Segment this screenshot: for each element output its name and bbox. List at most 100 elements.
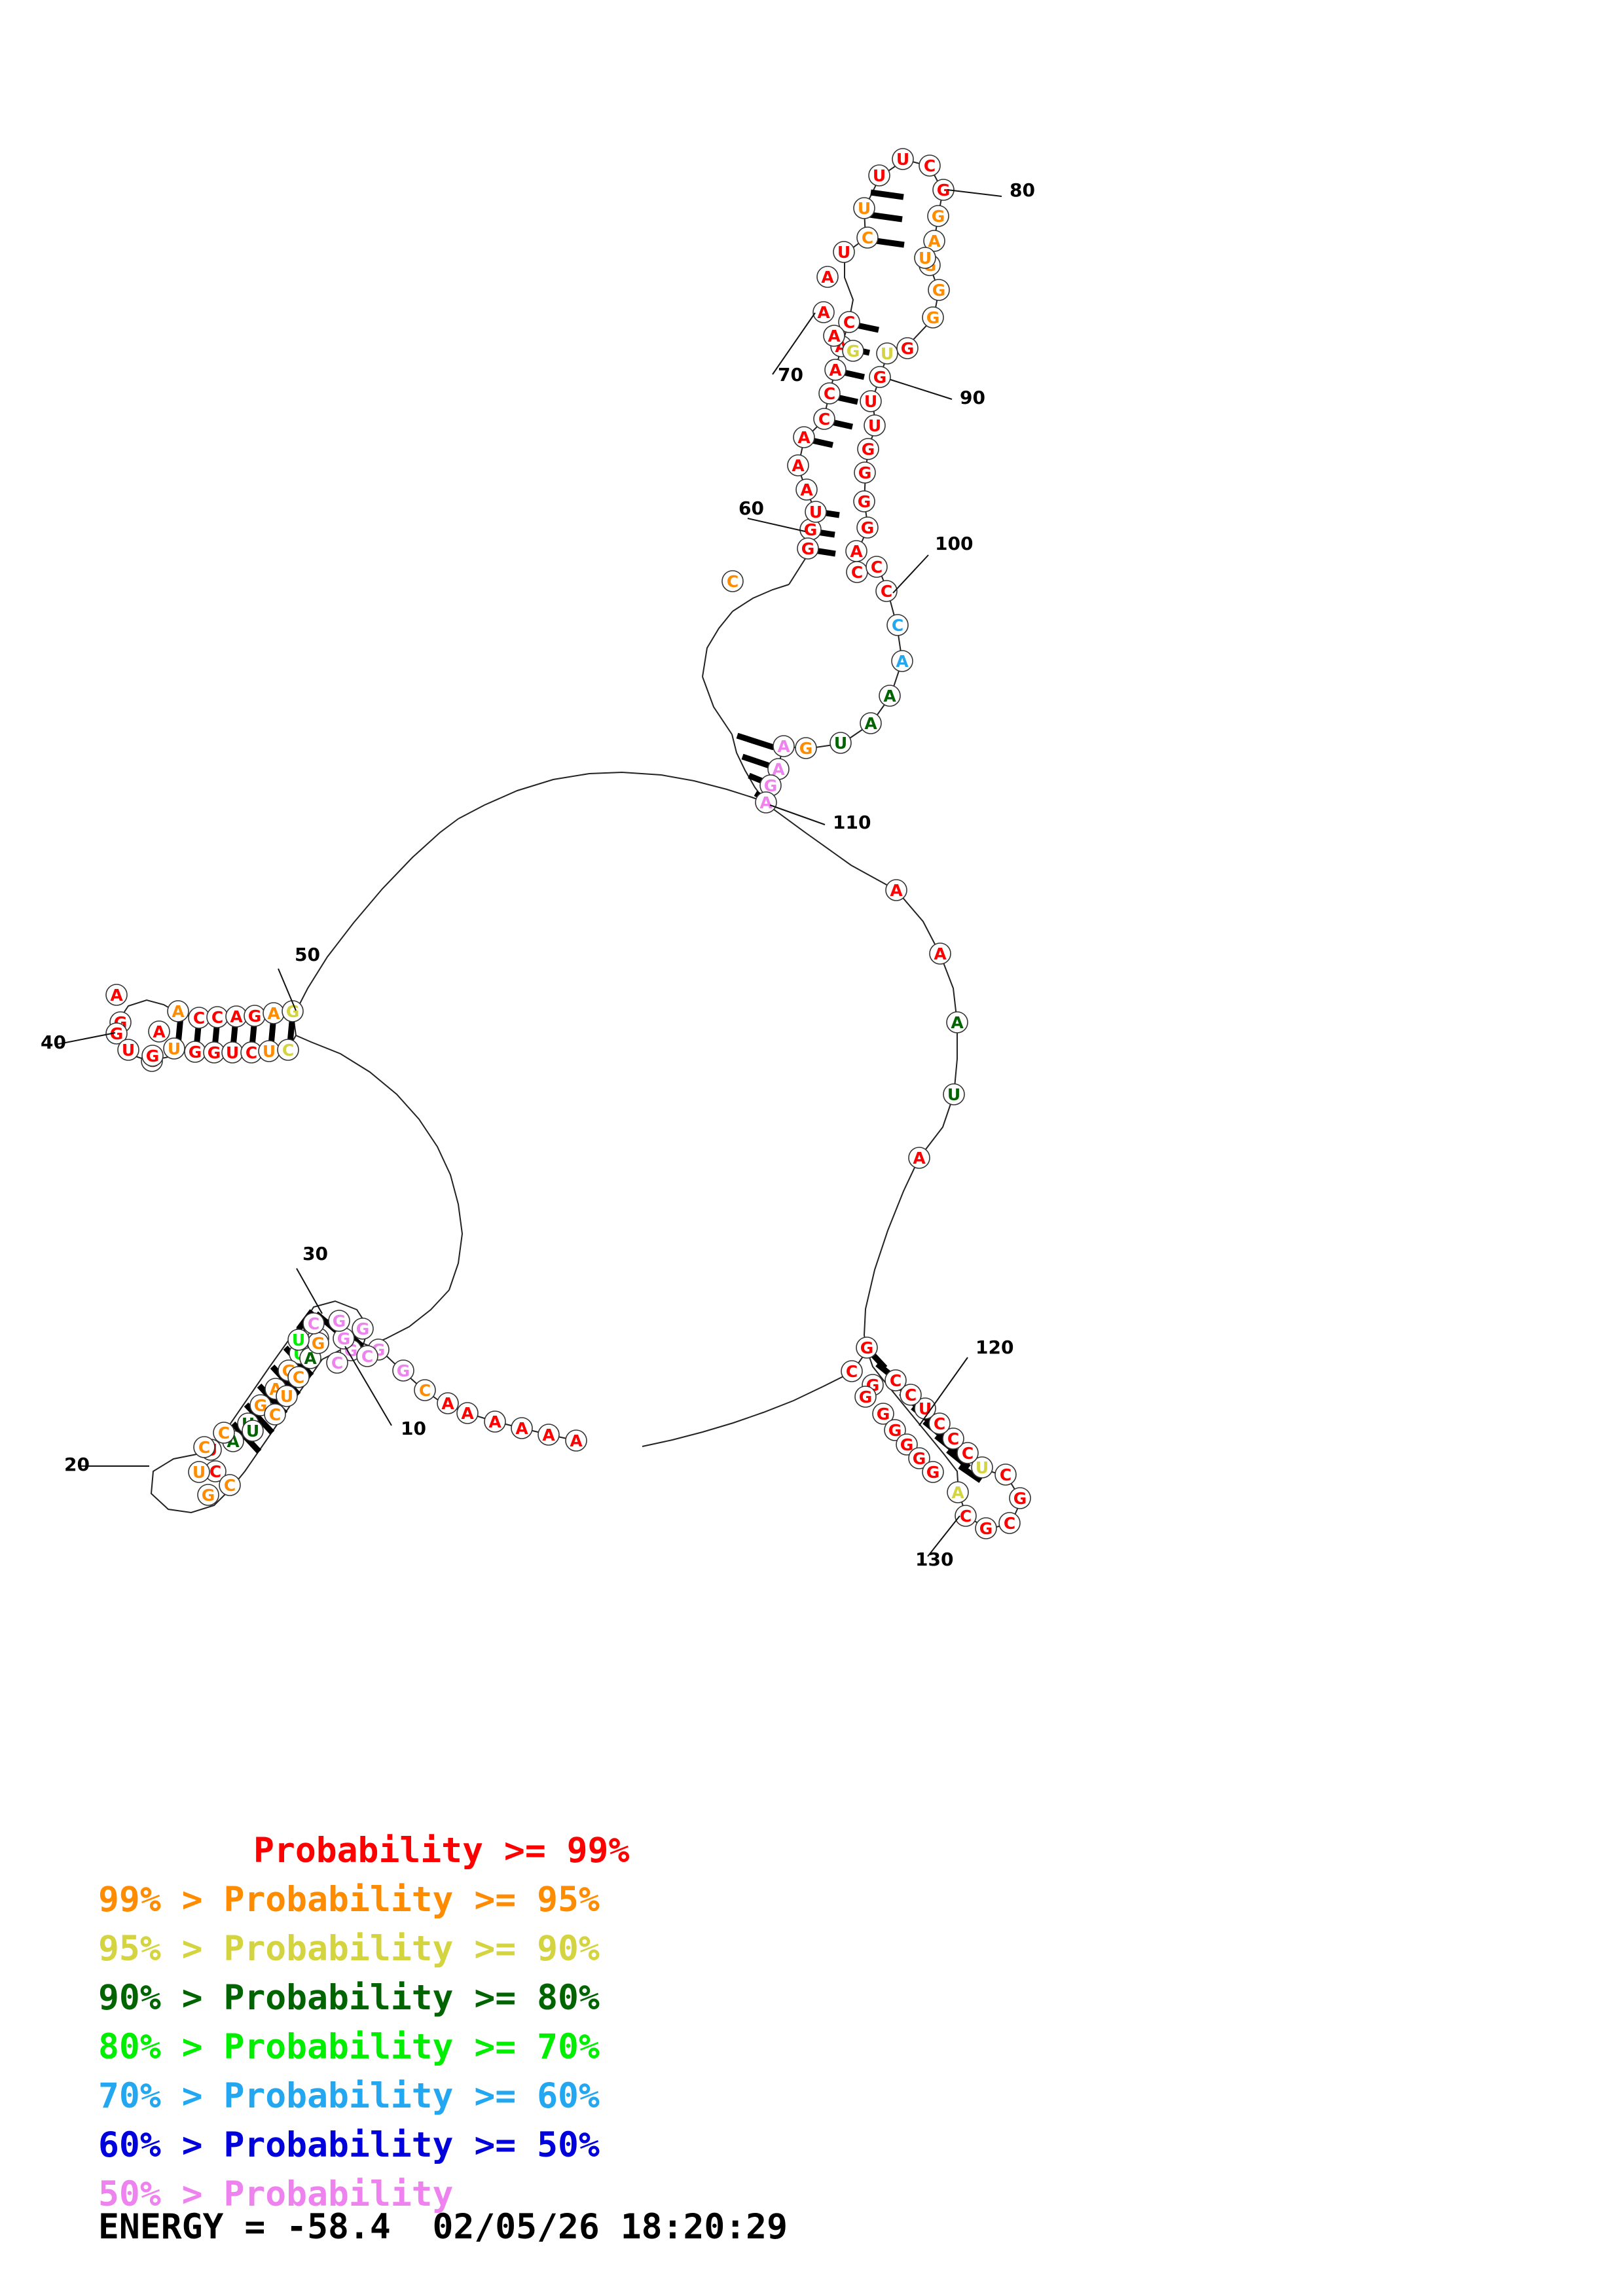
nucleotide-49: G — [244, 1005, 266, 1027]
nucleotide-letter: G — [932, 281, 946, 300]
nucleotide-letter: C — [947, 1429, 959, 1448]
position-label-30: 30 — [302, 1243, 328, 1265]
nucleotide-47: C — [206, 1006, 228, 1028]
nucleotide-circle — [141, 1045, 164, 1067]
nucleotide-letter: A — [797, 428, 811, 447]
nucleotide-letter: A — [792, 456, 805, 475]
nucleotide-letter: C — [824, 384, 835, 403]
nucleotide-72: A — [823, 325, 845, 347]
nucleotide-letter: G — [110, 1024, 124, 1043]
nucleotide-letter: G — [337, 1329, 351, 1348]
nucleotide-circle — [971, 1456, 993, 1479]
nucleotide-letter: G — [873, 368, 887, 387]
nucleotide-128: C — [998, 1512, 1021, 1534]
nucleotide-circle — [943, 1083, 965, 1105]
backbone-lines — [117, 158, 1023, 1530]
position-label-100: 100 — [935, 533, 973, 554]
nucleotide-letter: C — [211, 1008, 223, 1027]
nucleotide-73: A — [812, 301, 835, 323]
nucleotide-circle — [884, 1369, 907, 1391]
nucleotide-letter: U — [837, 243, 850, 262]
nucleotide-circle — [356, 1345, 378, 1367]
nucleotide-130: C — [994, 1463, 1017, 1486]
nucleotide-23: G — [197, 1484, 219, 1506]
nucleotide-letter: G — [254, 1396, 268, 1415]
nucleotide-70: C — [838, 311, 860, 333]
legend-row-3: 90% > Probability >= 80% — [98, 1978, 600, 2018]
nucleotide-circle — [879, 685, 901, 707]
nucleotide-79: U — [892, 148, 914, 170]
nucleotide-circle — [437, 1392, 459, 1414]
nucleotide-circle — [805, 501, 827, 523]
nucleotide-letter: C — [871, 558, 883, 577]
nucleotide-circle — [813, 408, 835, 430]
nucleotide-letter: A — [172, 1002, 185, 1021]
nucleotide-89: U — [876, 342, 898, 365]
nucleotide-71: G — [842, 340, 864, 362]
nucleotide-letter: G — [926, 308, 940, 327]
nucleotide-letter: C — [210, 1462, 221, 1481]
nucleotide-75: U — [833, 241, 855, 263]
nucleotide-letter: G — [861, 518, 875, 537]
nucleotide-letter: G — [801, 539, 815, 558]
nucleotide-letter: A — [759, 793, 773, 812]
legend-row-0: Probability >= 99% — [253, 1831, 630, 1871]
nucleotide-50: A — [263, 1002, 285, 1024]
nucleotide-2: A — [538, 1424, 560, 1446]
nucleotide-48: A — [225, 1005, 247, 1028]
nucleotide-letter: A — [896, 652, 909, 671]
nucleotide-letter: G — [859, 1388, 873, 1407]
nucleotide-letter: C — [331, 1354, 343, 1372]
nucleotide-circle — [908, 1447, 930, 1469]
nucleotide-53: G — [184, 1041, 206, 1063]
nucleotide-circle — [538, 1424, 560, 1446]
nucleotide-24: U — [188, 1461, 210, 1483]
nucleotide-letter: C — [905, 1386, 917, 1405]
nucleotide-circle — [830, 732, 852, 754]
nucleotide-letter: U — [263, 1042, 276, 1061]
nucleotide-112: A — [929, 942, 951, 965]
nucleotide-circle — [872, 1403, 894, 1425]
nucleotide-40: A — [105, 984, 128, 1006]
nucleotide-circle — [928, 279, 950, 301]
nucleotide-92: U — [864, 414, 886, 437]
nucleotide-letter: A — [883, 687, 896, 706]
nucleotide-64: A — [787, 454, 809, 476]
nucleotide-104: A — [860, 712, 882, 734]
nucleotide-circle — [947, 1481, 969, 1503]
nucleotide-78: U — [868, 164, 890, 187]
nucleotide-letter: A — [864, 714, 877, 733]
nucleotide-65: A — [793, 426, 815, 448]
nucleotide-circle — [900, 1384, 922, 1406]
position-label-20: 20 — [64, 1454, 90, 1475]
nucleotide-letter: G — [858, 463, 872, 482]
nucleotide-circle — [891, 650, 913, 672]
nucleotide-circle — [868, 164, 890, 187]
nucleotide-letter: A — [821, 268, 834, 287]
nucleotide-circle — [866, 556, 888, 578]
nucleotide-circle — [857, 438, 879, 460]
nucleotide-circle — [975, 1517, 997, 1539]
nucleotide-126: C — [955, 1505, 977, 1527]
nucleotide-letter: A — [828, 327, 841, 346]
position-number-layer: 10 20 30 40 50 60 70 80 90 100 110 120 130 — [41, 179, 1035, 1570]
nucleotide-68: A — [824, 359, 847, 381]
nucleotide-80: C — [919, 154, 941, 177]
nucleotide-circle — [277, 1039, 299, 1061]
nucleotide-letter: C — [851, 563, 863, 582]
nucleotide-circle — [853, 197, 875, 219]
nucleotide-circle — [854, 461, 876, 484]
nucleotide-circle — [326, 1352, 348, 1374]
nucleotide-circle — [955, 1505, 977, 1527]
nucleotide-circle — [929, 942, 951, 965]
nucleotide-letter: U — [246, 1422, 259, 1441]
nucleotide-117: C — [841, 1360, 863, 1382]
nucleotide-circle — [928, 1412, 951, 1435]
position-label-60: 60 — [739, 497, 764, 519]
nucleotide-83: A — [923, 230, 945, 252]
nucleotide-39: A — [148, 1020, 170, 1043]
nucleotide-61: G — [797, 537, 819, 560]
nucleotide-109: G — [759, 774, 782, 797]
nucleotide-77: U — [853, 197, 875, 219]
nucleotide-letter: U — [226, 1043, 239, 1062]
